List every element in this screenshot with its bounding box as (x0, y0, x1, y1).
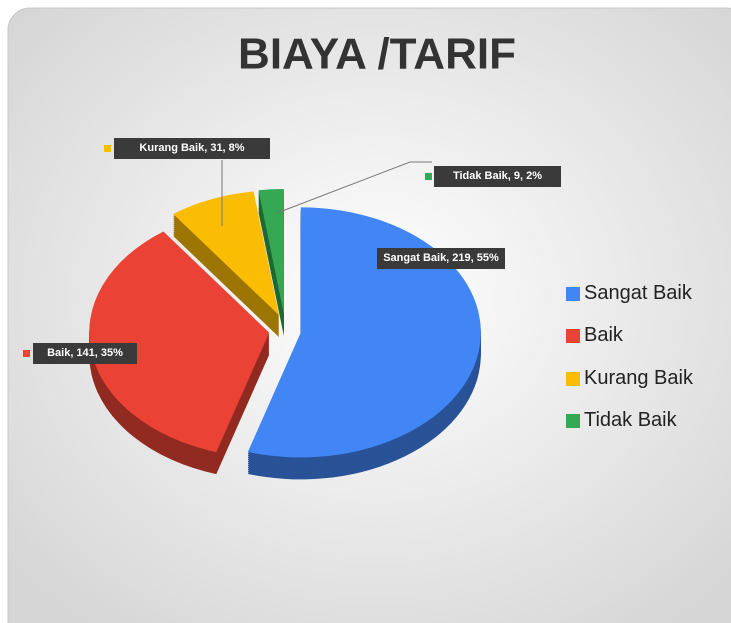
label-key (425, 173, 432, 180)
legend-swatch (566, 414, 580, 428)
data-label: Sangat Baik, 219, 55% (377, 248, 505, 269)
data-label: Baik, 141, 35% (33, 343, 137, 364)
legend-swatch (566, 329, 580, 343)
pie (89, 189, 481, 480)
legend-label: Baik (584, 324, 623, 346)
legend-swatch (566, 372, 580, 386)
legend-label: Sangat Baik (584, 282, 692, 304)
leader-line (276, 161, 432, 214)
slice (247, 207, 481, 458)
chart-title: BIAYA /TARIF (238, 30, 516, 79)
legend-label: Kurang Baik (584, 367, 693, 389)
label-key (23, 350, 30, 357)
data-label: Kurang Baik, 31, 8% (114, 138, 270, 159)
label-key (104, 145, 111, 152)
slice (173, 191, 279, 316)
legend-swatch (566, 287, 580, 301)
slice (258, 189, 284, 315)
slice (89, 231, 270, 453)
legend-label: Tidak Baik (584, 409, 677, 431)
data-label: Tidak Baik, 9, 2% (434, 166, 561, 187)
